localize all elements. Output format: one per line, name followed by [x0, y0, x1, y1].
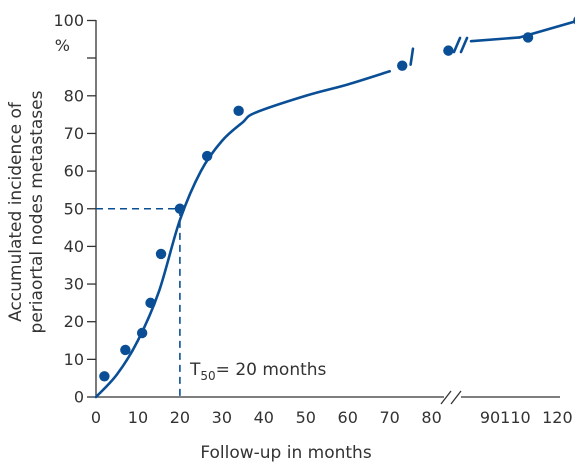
y-tick-label: 50 — [64, 199, 84, 218]
curve-break-mark — [459, 36, 469, 54]
y-tick-label: 0 — [74, 388, 84, 407]
x-tick-label: 90 — [480, 408, 500, 427]
t50-guide-line — [96, 207, 181, 397]
data-points — [99, 16, 575, 382]
y-tick-label: 10 — [64, 350, 84, 369]
y-tick-label: 60 — [64, 162, 84, 181]
labels: 0 10 20 30 40 50 60 70 80 100% 0 10 20 30 40 50 60 70 80 90… — [6, 11, 573, 463]
x-tick-label: 40 — [254, 408, 274, 427]
data-point — [522, 32, 534, 43]
axes — [87, 19, 560, 405]
curve-break-mark — [452, 36, 462, 54]
x-tick-label: 10 — [128, 408, 148, 427]
y-tick-label: 80 — [64, 86, 84, 105]
x-tick-label: 50 — [296, 408, 316, 427]
x-tick-label: 20 — [170, 408, 190, 427]
x-axis-break-mark — [450, 390, 462, 405]
x-tick-label: 110 — [500, 408, 531, 427]
data-point — [99, 371, 110, 382]
data-point — [201, 150, 213, 162]
x-tick-label: 30 — [212, 408, 232, 427]
fitted-curve-tail-segment — [469, 36, 521, 43]
t50-annotation-prefix: T — [189, 360, 201, 380]
y-axis-title-line: periaortal nodes metastases — [27, 90, 47, 333]
x-tick-label: 60 — [338, 408, 358, 427]
x-axis-title: Follow-up in months — [200, 443, 372, 463]
y-tick-label: 70 — [64, 124, 84, 143]
y-tick-label: 100 — [53, 11, 84, 30]
x-axis-break-mark — [440, 390, 452, 405]
t50-annotation-value: = 20 months — [216, 360, 327, 380]
fitted-curve — [94, 20, 575, 399]
x-tick-label: 0 — [91, 408, 101, 427]
y-tick-label: 40 — [64, 237, 84, 256]
y-tick-label: 20 — [64, 312, 84, 331]
y-axis-title-line: Accumulated incidence of — [6, 101, 26, 322]
data-point — [145, 297, 156, 309]
t50-guides — [96, 207, 181, 397]
x-tick-label: 80 — [421, 408, 441, 427]
data-point — [136, 327, 148, 339]
x-tick-label: 70 — [379, 408, 399, 427]
fitted-curve-line — [94, 70, 391, 399]
y-unit-label: % — [55, 36, 70, 55]
y-axis-title: Accumulated incidence ofperiaortal nodes… — [6, 90, 47, 333]
data-point — [233, 105, 244, 117]
data-point — [443, 45, 454, 56]
data-point — [397, 60, 408, 71]
fitted-curve-tail-segment — [409, 47, 415, 66]
t50-annotation: T50= 20 months — [189, 360, 327, 383]
x-tick-label: 120 — [542, 408, 573, 427]
y-tick-label: 30 — [64, 275, 84, 294]
data-point — [174, 203, 186, 214]
data-point — [155, 248, 167, 260]
t50-annotation-subscript: 50 — [200, 369, 215, 383]
data-point — [120, 344, 131, 356]
